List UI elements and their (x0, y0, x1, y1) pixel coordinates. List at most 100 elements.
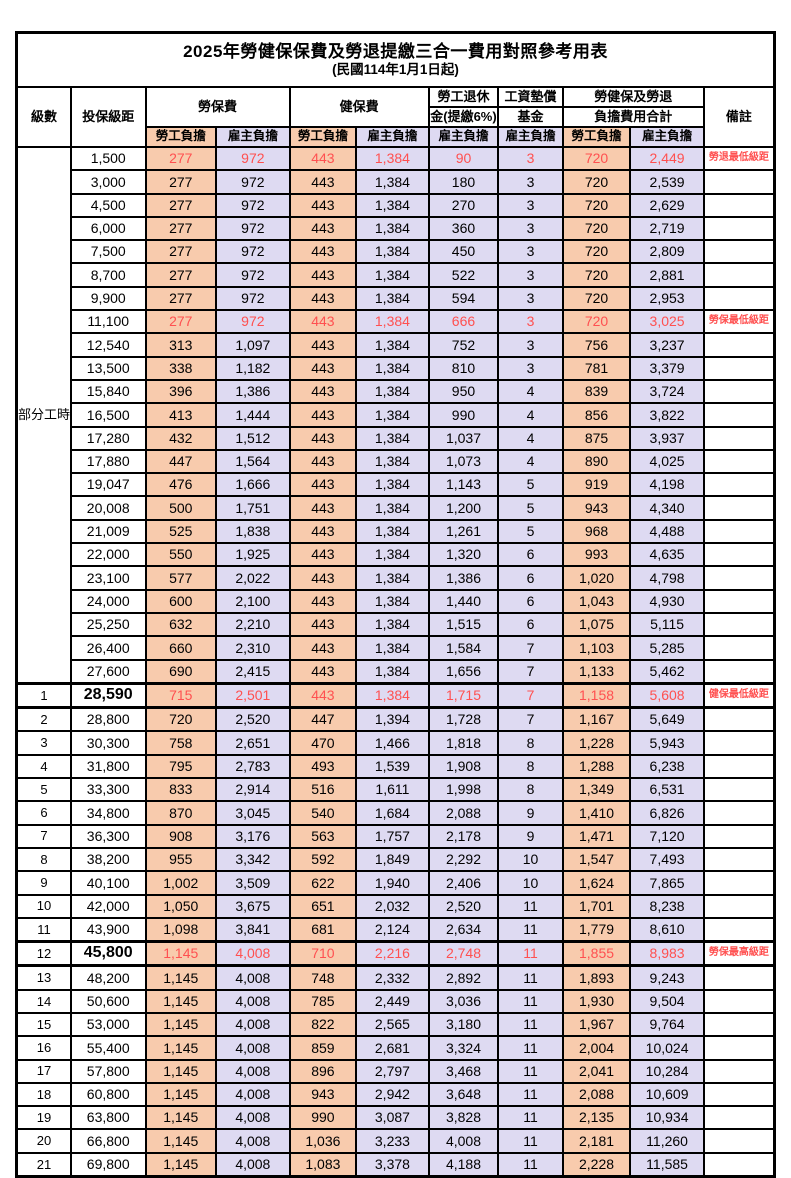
labor-self-cell: 277 (144, 215, 218, 242)
labor-employer-cell: 972 (215, 285, 291, 312)
total-self-cell: 1,410 (561, 800, 632, 826)
remark-cell (702, 893, 776, 919)
labor-self-cell: 277 (144, 192, 218, 218)
wage-fund-employer-cell: 11 (497, 1011, 564, 1038)
wage-fund-employer-cell: 6 (497, 565, 564, 591)
labor-self-cell: 833 (144, 777, 218, 803)
total-employer-cell: 3,379 (629, 355, 705, 381)
remark-cell (702, 916, 776, 943)
remark-cell (702, 988, 776, 1014)
remark-cell (702, 1151, 776, 1178)
labor-self-cell: 413 (144, 402, 218, 428)
health-self-cell: 785 (288, 988, 358, 1014)
table-title-block: 2025年勞健保保費及勞退提繳三合一費用對照參考用表 (民國114年1月1日起) (15, 31, 776, 88)
table-row: 1 28,590 715 2,501 443 1,384 1,715 7 1,158 5,608 健… (15, 681, 776, 710)
page-subtitle: (民國114年1月1日起) (332, 61, 459, 77)
total-employer-cell: 11,585 (629, 1151, 705, 1178)
total-self-cell: 2,004 (561, 1035, 632, 1061)
labor-self-cell: 277 (144, 169, 218, 195)
health-self-cell: 443 (288, 332, 358, 358)
health-self-cell: 443 (288, 262, 358, 288)
wage-fund-employer-cell: 10 (497, 846, 564, 873)
pension-employer-cell: 3,324 (427, 1035, 500, 1061)
table-row: 17 57,800 1,145 4,008 896 2,797 3,468 11 2,041 10… (15, 1058, 776, 1084)
total-employer-cell: 3,937 (629, 425, 705, 451)
table-row: 3,000 277 972 443 1,384 180 3 720 2,539 (17, 169, 776, 195)
pension-employer-cell: 2,748 (427, 940, 500, 968)
header-row-1: 級數 投保級距 勞保費 健保費 勞工退休 工資墊償 勞健保及勞退 備註 (15, 86, 776, 148)
bracket-cell: 45,800 (69, 940, 147, 968)
table-row: 21 69,800 1,145 4,008 1,083 3,378 4,188 11 2,228… (15, 1151, 776, 1178)
health-employer-cell: 1,940 (355, 870, 430, 896)
labor-employer-cell: 2,415 (215, 658, 291, 685)
wage-fund-employer-cell: 11 (497, 1151, 564, 1178)
remark-cell (702, 588, 776, 614)
labor-self-cell: 632 (144, 611, 218, 638)
health-employer-cell: 1,384 (355, 239, 430, 265)
remark-cell (702, 611, 776, 638)
pension-employer-cell: 3,648 (427, 1081, 500, 1108)
health-employer-cell: 1,384 (355, 518, 430, 545)
wage-fund-employer-cell: 4 (497, 378, 564, 405)
table-row: 13 48,200 1,145 4,008 748 2,332 2,892 11 1,893 9,… (15, 964, 776, 991)
labor-employer-cell: 2,520 (215, 706, 291, 733)
table-row: 12 45,800 1,145 4,008 710 2,216 2,748 11 1,855 8,… (15, 940, 776, 968)
wage-fund-employer-cell: 10 (497, 870, 564, 896)
table-row: 13,500 338 1,182 443 1,384 810 3 781 3,379 (17, 355, 776, 381)
pension-employer-cell: 450 (427, 239, 500, 265)
table-row: 16,500 413 1,444 443 1,384 990 4 856 3,822 (17, 402, 776, 428)
total-employer-cell: 2,881 (629, 262, 705, 288)
total-self-cell: 2,135 (561, 1105, 632, 1131)
wage-fund-employer-cell: 6 (497, 588, 564, 614)
table-row: 4 31,800 795 2,783 493 1,539 1,908 8 1,288 6,238 (15, 753, 776, 780)
health-employer-cell: 1,384 (355, 681, 430, 710)
remark-cell (702, 355, 776, 381)
wage-fund-employer-cell: 9 (497, 823, 564, 849)
pension-employer-cell: 4,188 (427, 1151, 500, 1178)
labor-self-cell: 690 (144, 658, 218, 685)
health-employer-cell: 2,216 (355, 940, 430, 968)
labor-self-cell: 277 (144, 145, 218, 172)
labor-self-cell: 277 (144, 285, 218, 312)
total-self-cell: 1,967 (561, 1011, 632, 1038)
health-employer-cell: 3,087 (355, 1105, 430, 1131)
bracket-cell: 36,300 (69, 823, 147, 849)
remark-cell: 健保最低級距 (702, 681, 776, 710)
col-header-health-insurance: 健保費 (288, 86, 430, 128)
pension-employer-cell: 90 (427, 145, 500, 172)
total-self-cell: 2,041 (561, 1058, 632, 1084)
wage-fund-employer-cell: 4 (497, 425, 564, 451)
labor-employer-cell: 2,651 (215, 730, 291, 756)
labor-employer-cell: 972 (215, 309, 291, 335)
bracket-cell: 4,500 (69, 192, 147, 218)
total-self-cell: 720 (561, 215, 632, 242)
level-cell: 20 (15, 1128, 72, 1154)
pension-employer-cell: 1,386 (427, 565, 500, 591)
health-self-cell: 443 (288, 681, 358, 710)
labor-self-cell: 432 (144, 425, 218, 451)
health-self-cell: 447 (288, 706, 358, 733)
labor-self-cell: 955 (144, 846, 218, 873)
health-self-cell: 443 (288, 285, 358, 312)
labor-self-cell: 550 (144, 542, 218, 568)
wage-fund-employer-cell: 4 (497, 402, 564, 428)
labor-employer-cell: 3,045 (215, 800, 291, 826)
health-employer-cell: 1,384 (355, 565, 430, 591)
bracket-cell: 66,800 (69, 1128, 147, 1154)
total-self-cell: 1,855 (561, 940, 632, 968)
labor-employer-cell: 4,008 (215, 1128, 291, 1154)
bracket-cell: 19,047 (69, 472, 147, 498)
remark-cell (702, 964, 776, 991)
labor-self-cell: 715 (144, 681, 218, 710)
health-employer-cell: 1,384 (355, 448, 430, 475)
wage-fund-employer-cell: 6 (497, 611, 564, 638)
level-cell: 21 (15, 1151, 72, 1178)
subheader-labor-self: 勞工負擔 (144, 126, 218, 148)
table-row: 17,880 447 1,564 443 1,384 1,073 4 890 4,025 (17, 448, 776, 475)
bracket-cell: 3,000 (69, 169, 147, 195)
bracket-cell: 23,100 (69, 565, 147, 591)
health-self-cell: 493 (288, 753, 358, 780)
total-self-cell: 720 (561, 309, 632, 335)
wage-fund-employer-cell: 11 (497, 1058, 564, 1084)
level-cell: 13 (15, 964, 72, 991)
